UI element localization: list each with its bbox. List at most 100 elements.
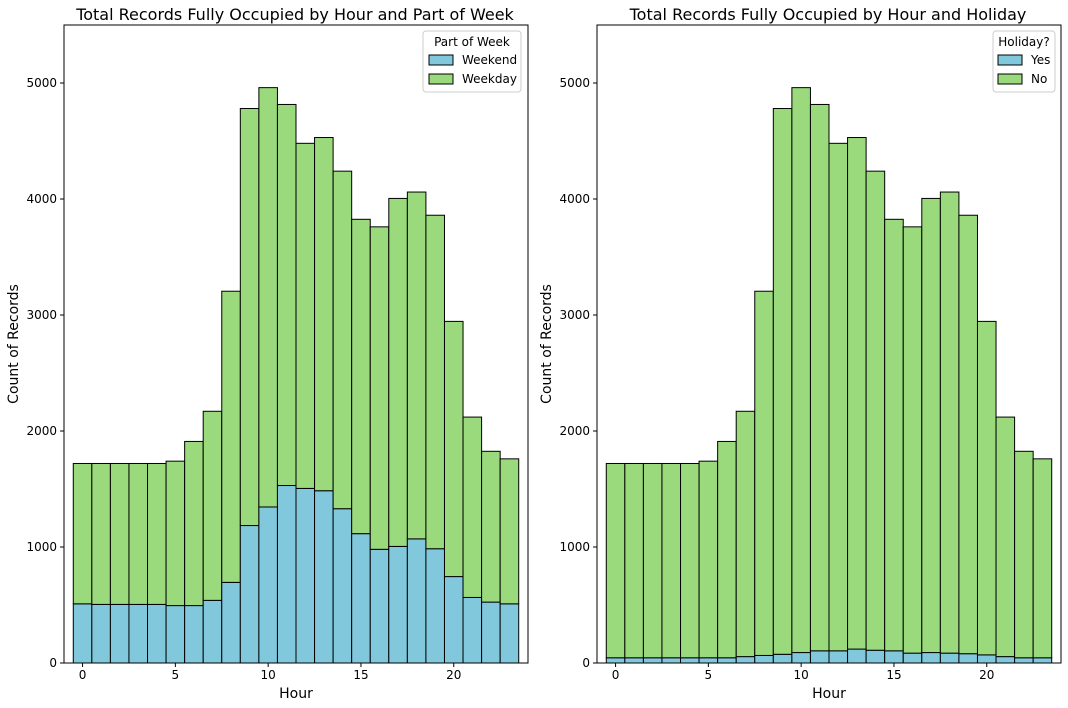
- y-tick-label: 0: [582, 656, 590, 670]
- x-tick-label: 5: [172, 668, 180, 682]
- bar-weekday-hour-13: [314, 137, 334, 492]
- x-axis-label: Hour: [812, 686, 846, 702]
- bar-weekday-hour-16: [369, 226, 390, 550]
- y-axis-label: Count of Records: [539, 284, 555, 404]
- bar-yes-hour-0: [605, 657, 626, 664]
- bar-weekend-hour-11: [276, 485, 297, 664]
- bar-weekend-hour-17: [388, 545, 408, 664]
- legend-label-yes: Yes: [1030, 53, 1050, 67]
- y-tick-label: 0: [49, 656, 57, 670]
- bar-weekend-hour-12: [295, 487, 316, 664]
- legend-swatch-weekday: [428, 73, 454, 85]
- plot-area-frame: [63, 24, 529, 664]
- bar-yes-hour-2: [642, 657, 663, 664]
- chart-title: Total Records Fully Occupied by Hour and…: [75, 5, 514, 24]
- bar-weekend-hour-3: [128, 603, 149, 664]
- bar-no-hour-14: [865, 170, 886, 651]
- bar-no-hour-1: [624, 462, 644, 659]
- bar-weekend-hour-13: [314, 490, 334, 664]
- bar-weekday-hour-6: [184, 440, 204, 607]
- bar-weekday-hour-1: [91, 462, 111, 605]
- bar-no-hour-11: [809, 103, 830, 652]
- bar-yes-hour-10: [791, 652, 811, 664]
- bar-yes-hour-23: [1032, 657, 1053, 664]
- y-tick-label: 2000: [559, 424, 590, 438]
- bar-weekend-hour-22: [481, 601, 501, 664]
- bar-no-hour-7: [735, 410, 756, 658]
- y-tick-label: 5000: [559, 76, 590, 90]
- bar-no-hour-17: [921, 197, 941, 654]
- axis-ticks: 0 5 10 15 20 0 1000 2000 3000 4000 5000: [559, 76, 994, 682]
- y-tick-label: 5000: [26, 76, 57, 90]
- bar-weekend-hour-14: [332, 508, 353, 664]
- bar-weekend-hour-7: [202, 599, 223, 664]
- bar-no-hour-19: [958, 214, 978, 655]
- bar-weekend-hour-21: [462, 596, 483, 664]
- bar-no-hour-16: [902, 226, 923, 654]
- bar-yes-hour-4: [680, 657, 700, 664]
- bar-no-hour-4: [680, 462, 700, 659]
- bar-weekend-hour-18: [406, 538, 427, 664]
- bar-weekend-hour-15: [351, 533, 371, 664]
- bar-weekday-hour-12: [295, 142, 316, 489]
- y-axis-label: Count of Records: [6, 284, 22, 404]
- bar-weekday-hour-23: [499, 458, 520, 605]
- bar-yes-hour-22: [1014, 657, 1034, 664]
- bar-yes-hour-15: [884, 650, 904, 664]
- bar-no-hour-18: [939, 191, 960, 654]
- bar-weekday-hour-20: [443, 320, 464, 578]
- bar-yes-hour-5: [698, 657, 719, 664]
- bar-weekday-hour-3: [128, 462, 149, 605]
- bar-yes-hour-3: [661, 657, 682, 664]
- legend-title: Holiday?: [998, 35, 1049, 49]
- x-axis-label: Hour: [279, 686, 313, 702]
- bar-weekend-hour-9: [239, 525, 260, 664]
- x-tick-label: 20: [979, 668, 994, 682]
- bar-yes-hour-13: [847, 648, 867, 664]
- legend-swatch-weekend: [428, 54, 454, 66]
- y-tick-label: 1000: [26, 540, 57, 554]
- bar-yes-hour-8: [754, 654, 774, 664]
- bar-weekday-hour-9: [239, 108, 260, 527]
- x-tick-label: 0: [612, 668, 620, 682]
- bar-yes-hour-14: [865, 649, 886, 664]
- x-tick-label: 10: [794, 668, 809, 682]
- bar-no-hour-0: [605, 462, 626, 659]
- chart-title: Total Records Fully Occupied by Hour and…: [629, 5, 1027, 24]
- plot-area-frame: [596, 24, 1062, 664]
- bars-layer: [605, 87, 1053, 664]
- legend-label-weekend: Weekend: [462, 53, 517, 67]
- bar-no-hour-12: [828, 142, 849, 652]
- bar-weekday-hour-0: [72, 462, 93, 605]
- bar-yes-hour-12: [828, 650, 849, 664]
- bar-weekday-hour-15: [351, 218, 371, 535]
- bar-weekday-hour-19: [425, 214, 445, 550]
- bar-no-hour-13: [847, 137, 867, 650]
- x-tick-label: 20: [446, 668, 461, 682]
- bar-no-hour-21: [995, 416, 1016, 658]
- bar-weekday-hour-7: [202, 410, 223, 601]
- bar-weekday-hour-17: [388, 197, 408, 547]
- bar-weekend-hour-4: [147, 603, 167, 664]
- y-tick-label: 4000: [26, 192, 57, 206]
- bar-yes-hour-11: [809, 650, 830, 664]
- legend: Holiday? Yes No: [992, 30, 1056, 93]
- bar-no-hour-15: [884, 218, 904, 652]
- bar-yes-hour-17: [921, 652, 941, 664]
- bar-no-hour-22: [1014, 450, 1034, 659]
- bar-weekday-hour-8: [221, 290, 241, 583]
- bar-weekday-hour-4: [147, 462, 167, 605]
- bar-no-hour-6: [717, 440, 737, 659]
- legend: Part of Week Weekend Weekday: [422, 30, 522, 93]
- y-tick-label: 4000: [559, 192, 590, 206]
- x-tick-label: 15: [886, 668, 901, 682]
- bar-yes-hour-1: [624, 657, 644, 664]
- bar-no-hour-2: [642, 462, 663, 659]
- bar-weekday-hour-11: [276, 103, 297, 487]
- bar-weekend-hour-6: [184, 605, 204, 664]
- bar-yes-hour-19: [958, 653, 978, 664]
- x-tick-label: 5: [705, 668, 713, 682]
- legend-title: Part of Week: [434, 35, 510, 49]
- legend-label-weekday: Weekday: [462, 72, 517, 86]
- bar-weekend-hour-2: [109, 603, 130, 664]
